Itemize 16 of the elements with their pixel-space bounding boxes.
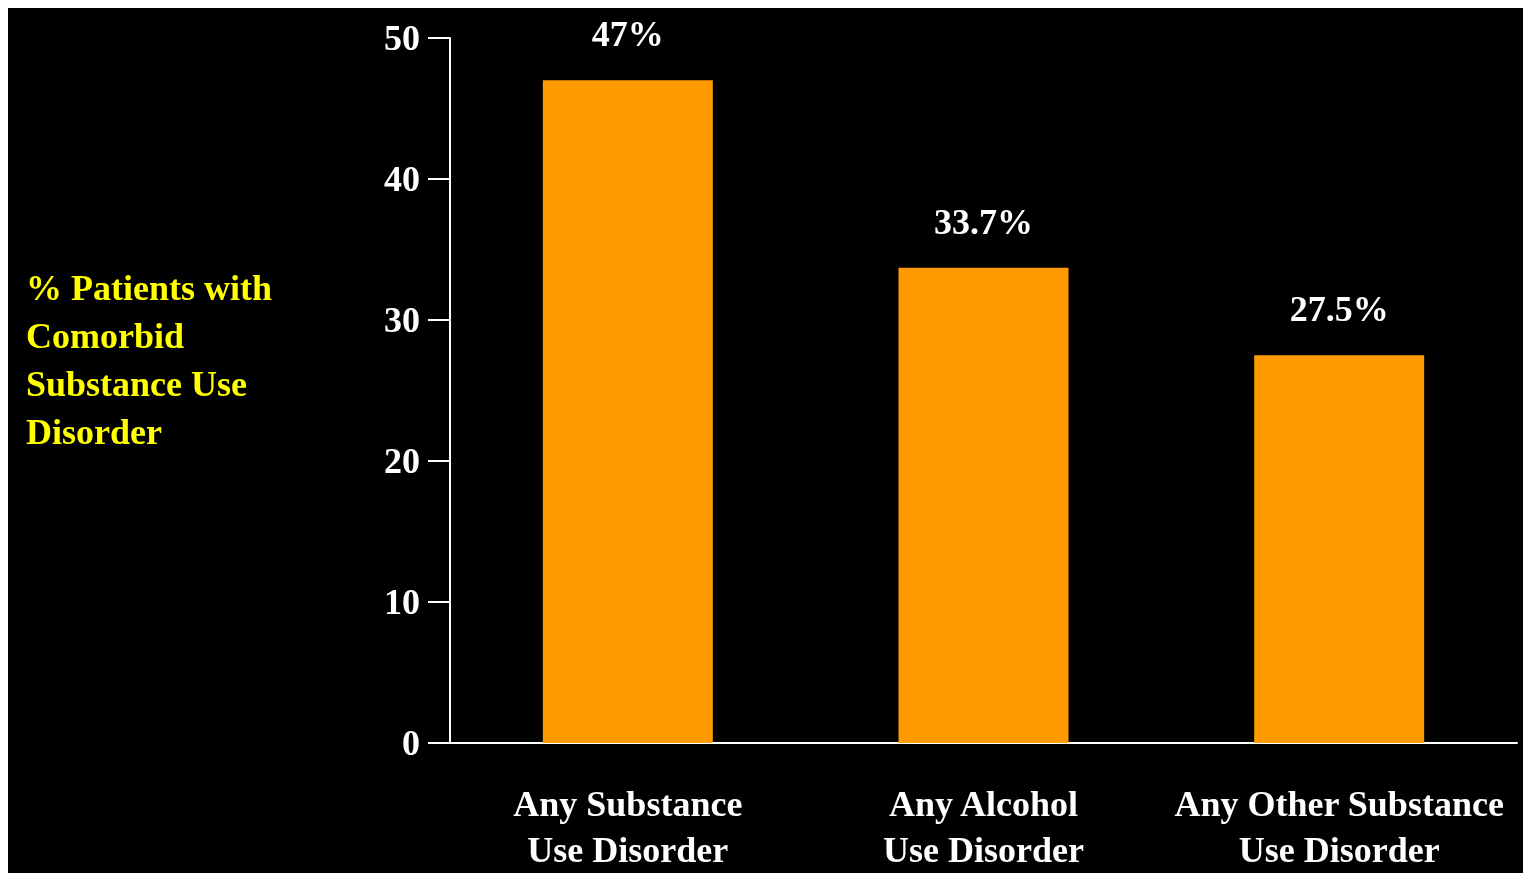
y-axis-title: % Patients with Comorbid Substance Use Disorder xyxy=(26,268,281,452)
data-label: 33.7% xyxy=(934,201,1033,242)
y-tick-label: 0 xyxy=(402,723,420,763)
data-label: 27.5% xyxy=(1289,289,1389,330)
bar xyxy=(542,80,713,743)
x-tick-label: Any Other Substance Use Disorder xyxy=(1174,784,1504,870)
y-tick-label: 30 xyxy=(384,300,420,340)
y-tick-label: 40 xyxy=(384,159,420,199)
x-tick-label: Any Substance Use Disorder xyxy=(513,784,743,870)
bar xyxy=(898,267,1069,743)
data-label: 47% xyxy=(591,14,664,55)
y-tick-label: 10 xyxy=(384,582,420,622)
y-tick-label: 50 xyxy=(384,18,420,58)
y-tick-label: 20 xyxy=(384,441,420,481)
x-tick-label: Any Alcohol Use Disorder xyxy=(883,784,1084,870)
bar xyxy=(1254,355,1425,743)
